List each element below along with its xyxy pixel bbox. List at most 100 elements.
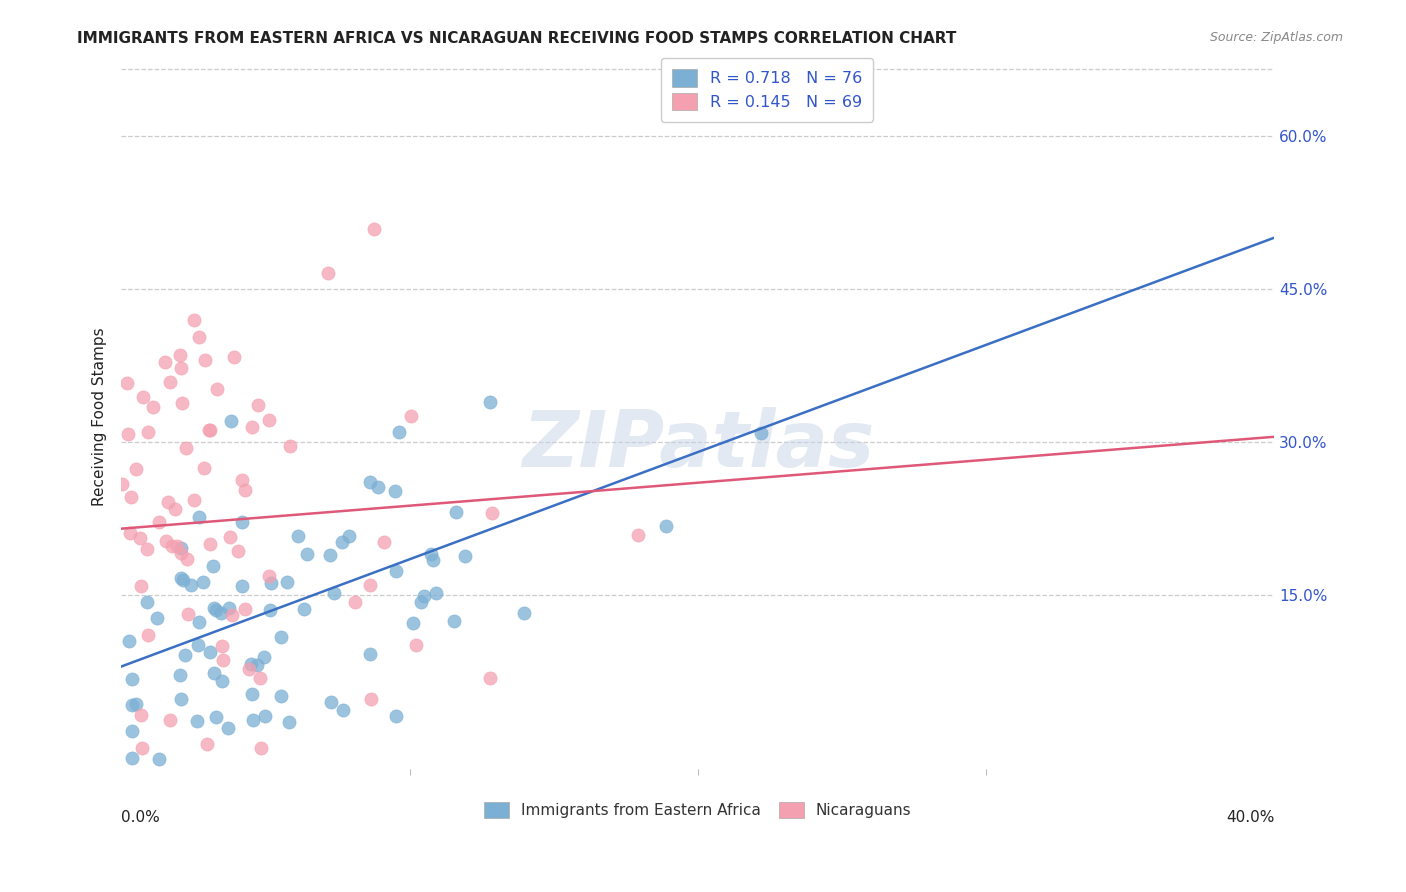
- Point: [170, 570, 193, 584]
- Point: [318, 549, 340, 563]
- Point: [187, 638, 209, 652]
- Point: [479, 671, 502, 685]
- Point: [202, 601, 225, 615]
- Point: [226, 544, 249, 558]
- Point: [132, 390, 155, 404]
- Point: [200, 645, 222, 659]
- Point: [169, 692, 191, 706]
- Point: [332, 703, 354, 717]
- Point: [360, 691, 382, 706]
- Point: [419, 547, 441, 561]
- Point: [135, 542, 157, 557]
- Point: [218, 601, 240, 615]
- Point: [443, 615, 465, 629]
- Point: [115, 376, 138, 390]
- Point: [240, 657, 263, 672]
- Point: [121, 751, 143, 765]
- Point: [145, 611, 167, 625]
- Point: [177, 607, 200, 622]
- Point: [163, 502, 186, 516]
- Point: [409, 595, 432, 609]
- Point: [153, 354, 176, 368]
- Point: [385, 564, 408, 578]
- Point: [201, 558, 224, 573]
- Point: [319, 695, 342, 709]
- Point: [330, 534, 353, 549]
- Point: [270, 631, 292, 645]
- Point: [176, 441, 198, 455]
- Point: [412, 589, 434, 603]
- Point: [388, 425, 411, 439]
- Point: [233, 602, 256, 616]
- Point: [170, 541, 193, 555]
- Point: [295, 547, 318, 561]
- Point: [183, 493, 205, 508]
- Text: 0.0%: 0.0%: [121, 810, 160, 824]
- Point: [204, 602, 226, 616]
- Point: [513, 606, 536, 620]
- Point: [401, 616, 423, 631]
- Point: [359, 475, 381, 490]
- Legend: Immigrants from Eastern Africa, Nicaraguans: Immigrants from Eastern Africa, Nicaragu…: [478, 796, 918, 824]
- Point: [259, 413, 281, 427]
- Point: [240, 687, 263, 701]
- Point: [209, 606, 232, 620]
- Text: IMMIGRANTS FROM EASTERN AFRICA VS NICARAGUAN RECEIVING FOOD STAMPS CORRELATION C: IMMIGRANTS FROM EASTERN AFRICA VS NICARA…: [77, 31, 956, 46]
- Point: [121, 698, 143, 712]
- Point: [481, 506, 503, 520]
- Point: [221, 607, 243, 622]
- Point: [454, 549, 477, 563]
- Point: [627, 528, 650, 542]
- Point: [257, 569, 280, 583]
- Point: [359, 577, 381, 591]
- Point: [148, 515, 170, 529]
- Point: [125, 697, 148, 711]
- Point: [367, 480, 389, 494]
- Point: [169, 348, 191, 362]
- Point: [159, 376, 181, 390]
- Point: [117, 427, 139, 442]
- Point: [120, 490, 142, 504]
- Point: [276, 574, 298, 589]
- Point: [219, 530, 242, 544]
- Point: [111, 476, 134, 491]
- Text: Source: ZipAtlas.com: Source: ZipAtlas.com: [1209, 31, 1343, 45]
- Point: [155, 533, 177, 548]
- Point: [399, 409, 422, 423]
- Point: [172, 573, 194, 587]
- Point: [170, 361, 193, 376]
- Point: [385, 709, 408, 723]
- Point: [211, 673, 233, 688]
- Point: [278, 439, 301, 453]
- Point: [446, 505, 468, 519]
- Point: [254, 708, 277, 723]
- Point: [170, 396, 193, 410]
- Point: [197, 423, 219, 437]
- Point: [191, 574, 214, 589]
- Point: [183, 313, 205, 327]
- Point: [249, 741, 271, 756]
- Point: [270, 690, 292, 704]
- Point: [121, 672, 143, 686]
- Point: [186, 714, 208, 728]
- Point: [142, 400, 165, 414]
- Point: [655, 518, 678, 533]
- Point: [125, 461, 148, 475]
- Point: [118, 634, 141, 648]
- Point: [129, 579, 152, 593]
- Text: 40.0%: 40.0%: [1226, 810, 1274, 824]
- Point: [337, 529, 360, 543]
- Point: [174, 648, 197, 663]
- Point: [187, 330, 209, 344]
- Point: [193, 460, 215, 475]
- Point: [422, 553, 444, 567]
- Point: [128, 532, 150, 546]
- Point: [121, 723, 143, 738]
- Point: [249, 671, 271, 685]
- Point: [197, 737, 219, 751]
- Point: [204, 710, 226, 724]
- Point: [188, 615, 211, 629]
- Point: [231, 515, 253, 529]
- Point: [131, 741, 153, 756]
- Point: [156, 495, 179, 509]
